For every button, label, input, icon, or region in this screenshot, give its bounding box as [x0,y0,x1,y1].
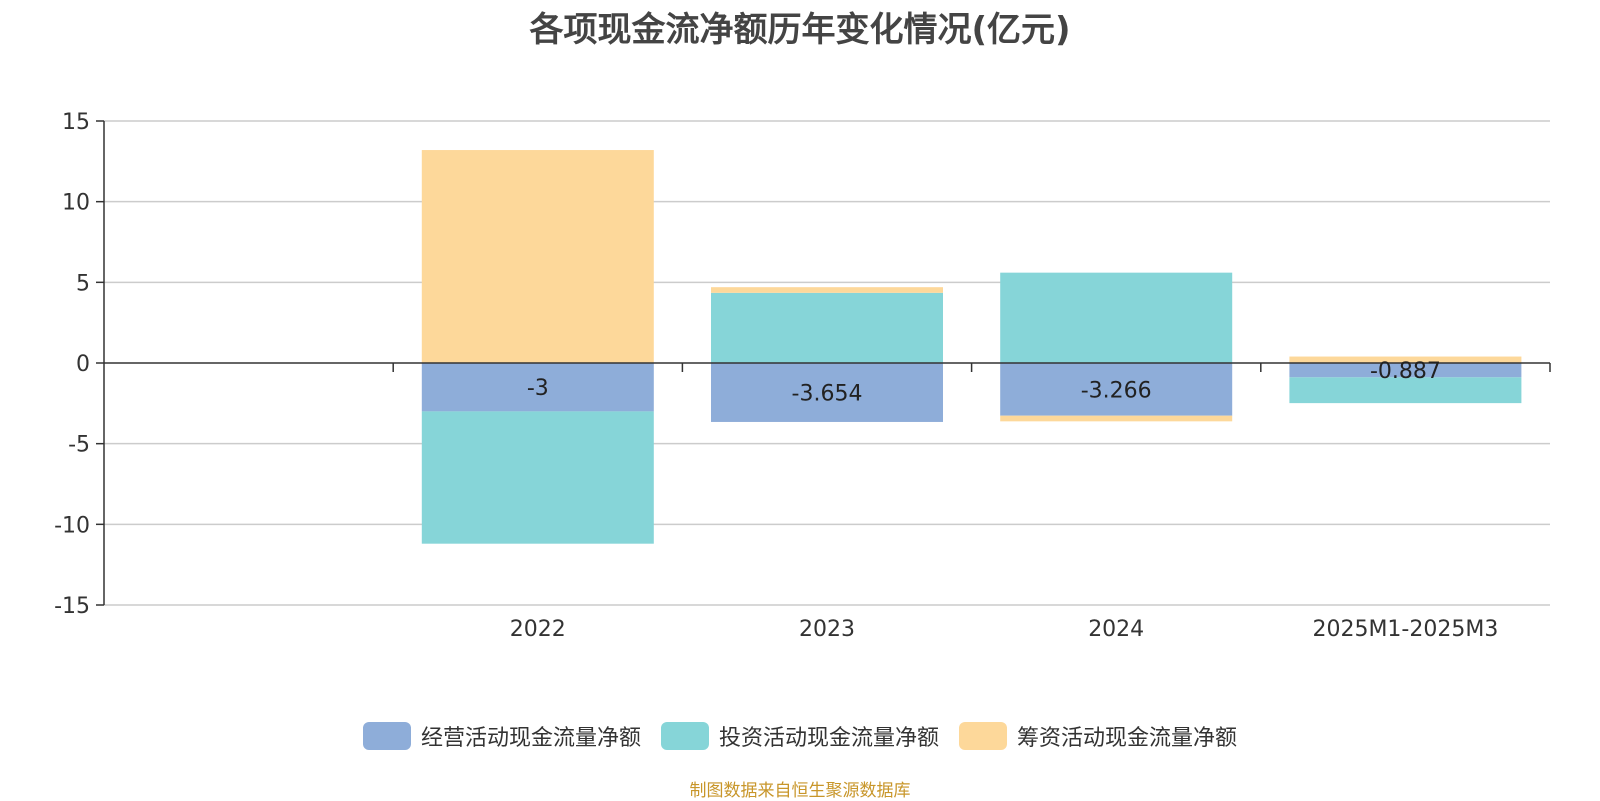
y-tick-label: 10 [62,191,90,216]
y-tick-label: 0 [76,352,90,377]
legend-swatch [660,722,709,750]
bar-segment [1000,272,1233,363]
legend-item[interactable]: 筹资活动现金流量净额 [959,720,1237,752]
legend-label: 筹资活动现金流量净额 [1017,726,1238,751]
y-tick-label: -10 [54,513,90,538]
bar-segment [1000,363,1233,416]
bar-segment [1000,415,1233,422]
legend-swatch [959,722,1007,750]
y-tick-label: -5 [68,433,90,458]
x-tick-label: 2023 [799,617,855,642]
bar-segment [421,150,654,363]
bar-segment [711,363,943,422]
bar-segment [1289,363,1522,378]
x-tick-label: 2022 [510,617,566,642]
y-tick-label: 5 [76,271,90,296]
legend: 经营活动现金流量净额 投资活动现金流量净额 筹资活动现金流量净额 [0,720,1600,752]
bar-segment [421,363,654,412]
chart-title: 各项现金流净额历年变化情况(亿元) [529,10,1071,50]
y-tick-label: -15 [54,594,90,619]
data-label: -3.654 [792,381,863,406]
data-labels: -3 -3.654 -3.266 -0.887 [527,359,1441,406]
grid-lines [104,120,1550,606]
data-label: -3 [527,376,549,401]
legend-swatch [362,722,411,750]
legend-label: 经营活动现金流量净额 [420,726,641,751]
legend-item[interactable]: 经营活动现金流量净额 [362,720,641,752]
bar-segment [711,287,943,293]
legend-item[interactable]: 投资活动现金流量净额 [660,720,939,752]
x-tick-label: 2025M1-2025M3 [1312,617,1498,642]
bars [421,150,1522,544]
data-label: -3.266 [1081,378,1152,403]
x-tick-label: 2024 [1088,617,1144,642]
bar-segment [711,292,943,363]
source-note: 制图数据来自恒生聚源数据库 [689,781,911,801]
y-tick-label: 15 [62,110,90,135]
bar-segment [1289,356,1522,363]
bar-segment [1289,377,1522,404]
axes: 15 10 5 0 -5 -10 -15 2022 2023 2024 2025M1-2025M3 [54,110,1551,642]
bar-segment [421,411,654,544]
data-label: -0.887 [1370,359,1441,384]
legend-label: 投资活动现金流量净额 [718,726,939,751]
